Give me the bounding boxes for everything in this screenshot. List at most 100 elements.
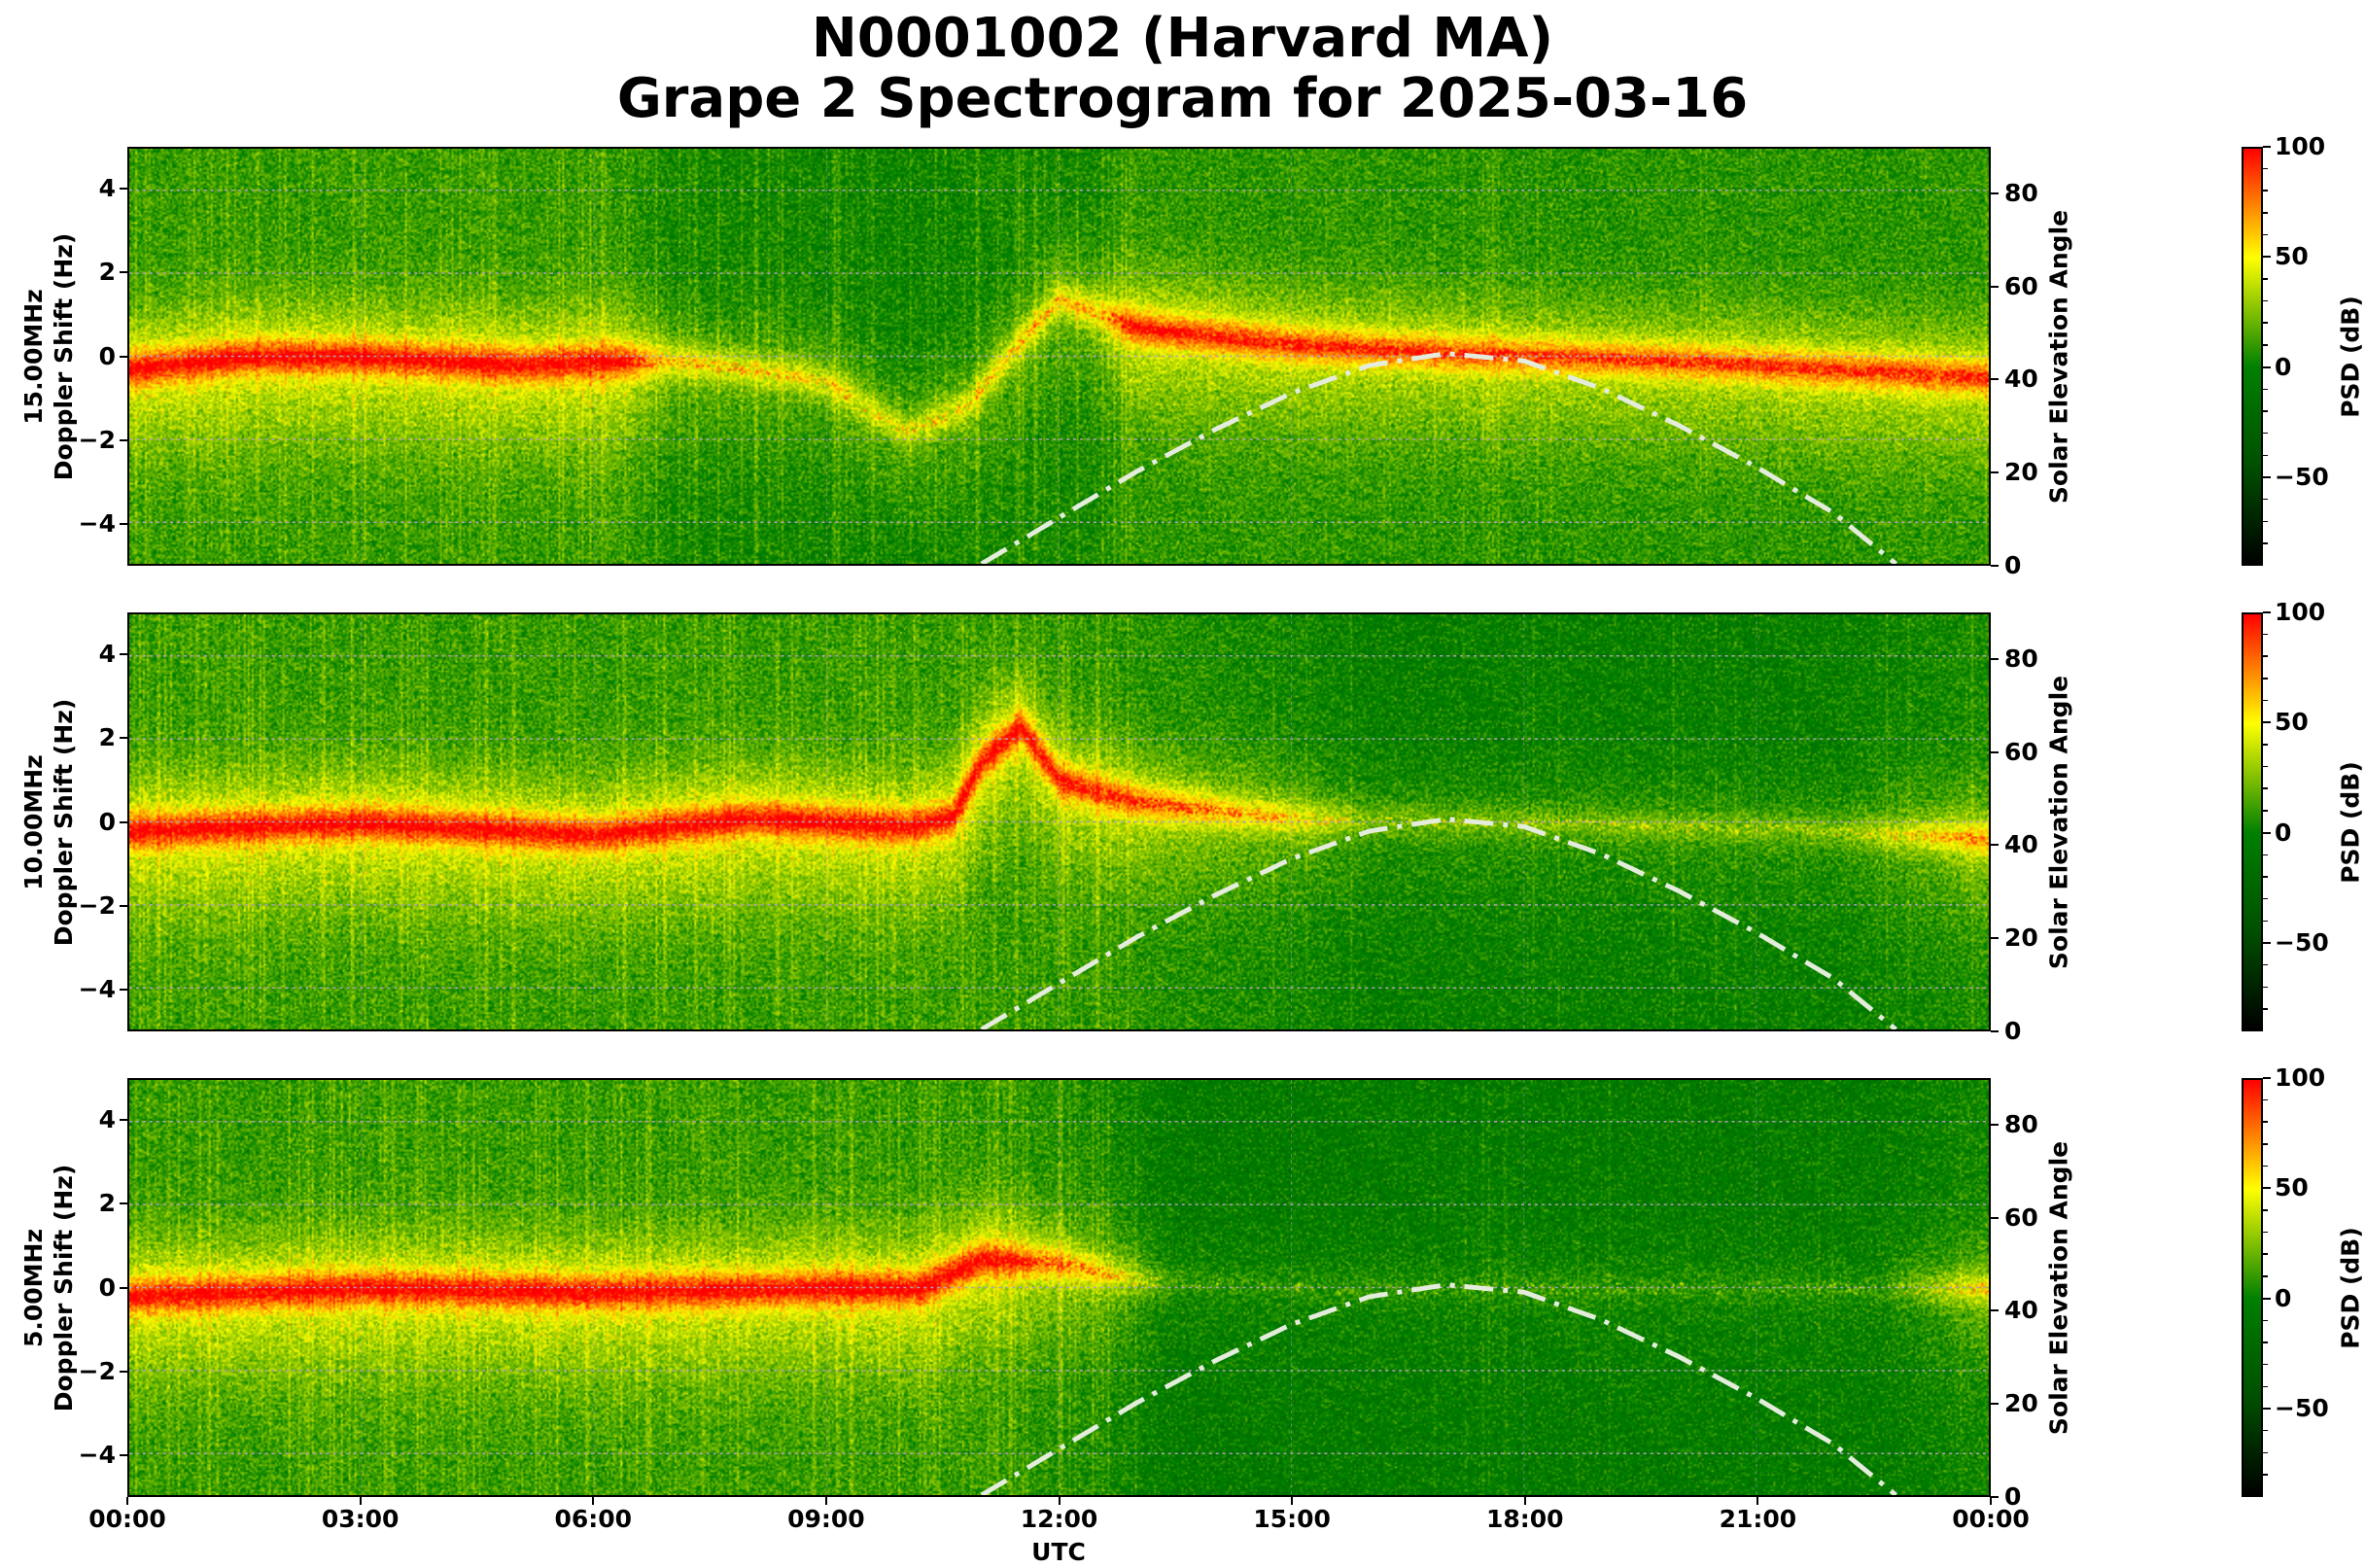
colorbar-tick bbox=[2263, 1077, 2271, 1079]
spectrogram-panel-500mhz bbox=[127, 1078, 1991, 1497]
colorbar-minor-tick bbox=[2263, 810, 2268, 812]
colorbar-tick-label: 50 bbox=[2275, 708, 2309, 737]
y-tick-label: 4 bbox=[98, 1105, 116, 1134]
y-tick-mark bbox=[120, 522, 127, 525]
colorbar-minor-tick bbox=[2263, 1342, 2268, 1343]
colorbar-minor-tick bbox=[2263, 986, 2268, 989]
colorbar-minor-tick bbox=[2263, 876, 2268, 878]
x-tick-mark bbox=[126, 1497, 128, 1505]
colorbar-minor-tick bbox=[2263, 1121, 2268, 1123]
y-tick-label: −4 bbox=[78, 1440, 116, 1469]
colorbar-minor-tick bbox=[2263, 655, 2268, 657]
frequency-label: 5.00MHz bbox=[18, 1228, 48, 1347]
colorbar-tick bbox=[2263, 1187, 2271, 1190]
colorbar-minor-tick bbox=[2263, 542, 2268, 544]
colorbar-tick-label: 0 bbox=[2275, 818, 2292, 847]
y2-tick-mark bbox=[1991, 1309, 1999, 1312]
x-tick-mark bbox=[1756, 1497, 1759, 1505]
colorbar-minor-tick bbox=[2263, 410, 2268, 412]
x-tick-mark bbox=[359, 1497, 362, 1505]
doppler-label: Doppler Shift (Hz) bbox=[50, 232, 78, 480]
y2-tick-label: 60 bbox=[2004, 271, 2038, 300]
colorbar-tick bbox=[2263, 1408, 2271, 1411]
colorbar-tick bbox=[2263, 831, 2271, 834]
colorbar-minor-tick bbox=[2263, 190, 2268, 192]
colorbar-tick bbox=[2263, 476, 2271, 479]
y2-axis-label: Solar Elevation Angle bbox=[2044, 675, 2073, 969]
x-tick-label: 12:00 bbox=[1020, 1505, 1098, 1533]
y-tick-mark bbox=[120, 271, 127, 274]
y2-tick-label: 80 bbox=[2004, 1109, 2038, 1138]
colorbar-minor-tick bbox=[2263, 454, 2268, 457]
y-tick-mark bbox=[120, 988, 127, 991]
overlay bbox=[129, 149, 1989, 564]
colorbar-minor-tick bbox=[2263, 1209, 2268, 1211]
y2-tick-label: 0 bbox=[2004, 1017, 2022, 1045]
y-tick-label: 2 bbox=[98, 723, 116, 752]
y2-tick-mark bbox=[1991, 1496, 1999, 1498]
colorbar-tick-label: 100 bbox=[2275, 1063, 2326, 1092]
colorbar bbox=[2242, 612, 2263, 1031]
doppler-label: Doppler Shift (Hz) bbox=[50, 698, 78, 946]
colorbar-minor-tick bbox=[2263, 167, 2268, 170]
colorbar-tick bbox=[2263, 256, 2271, 259]
colorbar bbox=[2242, 147, 2263, 566]
y2-tick-label: 0 bbox=[2004, 551, 2022, 579]
chart-title-line1: N0001002 (Harvard MA) bbox=[811, 7, 1554, 70]
y-axis-label: 5.00MHz Doppler Shift (Hz) bbox=[18, 1164, 80, 1411]
colorbar-tick bbox=[2263, 366, 2271, 368]
x-tick-mark bbox=[1523, 1497, 1526, 1505]
colorbar-tick bbox=[2263, 146, 2271, 148]
y2-tick-label: 80 bbox=[2004, 178, 2038, 207]
y2-tick-label: 20 bbox=[2004, 458, 2038, 487]
colorbar-minor-tick bbox=[2263, 699, 2268, 702]
y-tick-label: −2 bbox=[78, 1356, 116, 1385]
colorbar-tick-label: 50 bbox=[2275, 242, 2309, 271]
frequency-label: 15.00MHz bbox=[18, 288, 48, 425]
y2-tick-mark bbox=[1991, 657, 1999, 660]
colorbar-minor-tick bbox=[2263, 1275, 2268, 1277]
y2-tick-mark bbox=[1991, 378, 1999, 381]
y-tick-mark bbox=[120, 904, 127, 907]
y2-tick-label: 60 bbox=[2004, 1202, 2038, 1232]
frequency-label: 10.00MHz bbox=[18, 753, 48, 890]
y-tick-mark bbox=[120, 1119, 127, 1122]
y-tick-label: 2 bbox=[98, 1189, 116, 1218]
y-tick-label: 4 bbox=[98, 640, 116, 669]
x-tick-mark bbox=[1291, 1497, 1294, 1505]
y-tick-label: 0 bbox=[98, 807, 116, 836]
x-tick-mark bbox=[1058, 1497, 1061, 1505]
colorbar-minor-tick bbox=[2263, 787, 2268, 789]
y-tick-label: 2 bbox=[98, 258, 116, 287]
y-tick-label: 4 bbox=[98, 174, 116, 203]
colorbar-tick-label: 0 bbox=[2275, 1283, 2292, 1312]
x-tick-label: 21:00 bbox=[1719, 1505, 1797, 1533]
colorbar-minor-tick bbox=[2263, 1385, 2268, 1388]
y-tick-label: 0 bbox=[98, 341, 116, 370]
y-tick-mark bbox=[120, 1202, 127, 1205]
colorbar-label: PSD (dB) bbox=[2336, 1226, 2365, 1349]
y2-tick-mark bbox=[1991, 565, 1999, 567]
colorbar-minor-tick bbox=[2263, 1319, 2268, 1322]
colorbar-tick bbox=[2263, 942, 2271, 945]
solar-elevation-line bbox=[980, 817, 1897, 1029]
colorbar-minor-tick bbox=[2263, 1474, 2268, 1476]
colorbar-minor-tick bbox=[2263, 388, 2268, 391]
y2-tick-mark bbox=[1991, 1403, 1999, 1406]
colorbar-minor-tick bbox=[2263, 432, 2268, 435]
y2-tick-label: 40 bbox=[2004, 365, 2038, 394]
colorbar-minor-tick bbox=[2263, 212, 2268, 214]
overlay bbox=[129, 1080, 1989, 1495]
colorbar-minor-tick bbox=[2263, 1451, 2268, 1454]
colorbar-tick-label: 100 bbox=[2275, 132, 2326, 160]
y-tick-mark bbox=[120, 820, 127, 823]
colorbar-minor-tick bbox=[2263, 498, 2268, 501]
colorbar bbox=[2242, 1078, 2263, 1497]
colorbar-minor-tick bbox=[2263, 1165, 2268, 1167]
x-tick-mark bbox=[592, 1497, 595, 1505]
colorbar-minor-tick bbox=[2263, 278, 2268, 280]
y-tick-mark bbox=[120, 737, 127, 740]
colorbar-tick-label: 0 bbox=[2275, 352, 2292, 381]
y-axis-label: 10.00MHz Doppler Shift (Hz) bbox=[18, 698, 80, 946]
colorbar-minor-tick bbox=[2263, 1363, 2268, 1366]
